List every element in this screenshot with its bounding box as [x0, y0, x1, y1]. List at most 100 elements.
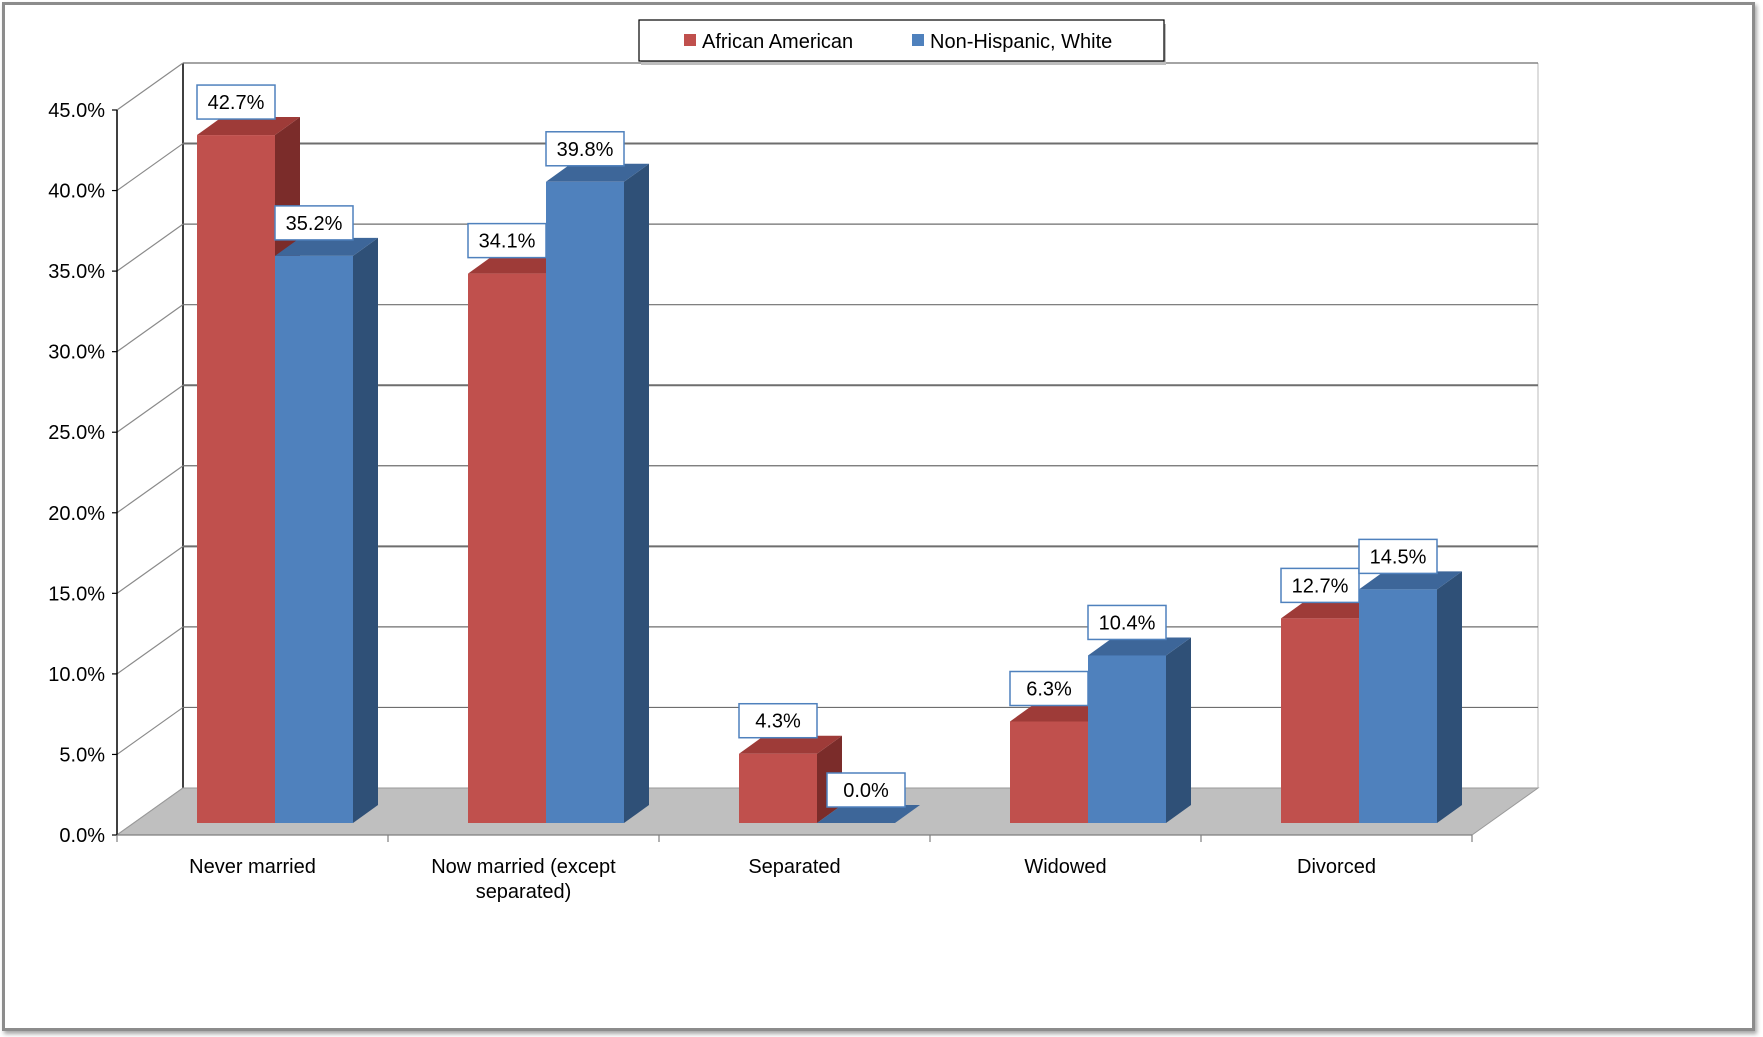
- bar-top: [1281, 600, 1384, 619]
- gridlines: [116, 62, 1538, 836]
- gridline-diagonal: [116, 626, 184, 675]
- y-tick-label: 45.0%: [48, 100, 105, 122]
- gridline-diagonal: [116, 304, 184, 353]
- bar-side: [353, 237, 378, 823]
- bar-top: [468, 255, 571, 274]
- data-label-text: 35.2%: [286, 213, 343, 235]
- legend-swatch: [912, 34, 924, 46]
- bar-front: [739, 753, 817, 823]
- y-tick-label: 25.0%: [48, 422, 105, 444]
- gridline-diagonal: [116, 62, 184, 111]
- data-label-box: [196, 84, 276, 120]
- x-tick-label: Widowed: [1024, 856, 1106, 878]
- chart-walls: [182, 63, 1539, 788]
- bar-top: [1010, 703, 1113, 722]
- y-tick-label: 5.0%: [59, 744, 105, 766]
- legend-swatch: [684, 34, 696, 46]
- bar-top: [275, 237, 378, 256]
- bar-top: [546, 163, 649, 182]
- data-label-box: [467, 222, 547, 259]
- gridline-diagonal: [116, 706, 184, 755]
- x-tick-label: Separated: [748, 856, 840, 878]
- data-label-box: [274, 205, 354, 241]
- x-tick-label-line: Now married (except: [431, 856, 616, 878]
- bar-top: [739, 735, 842, 754]
- bar-front: [1281, 618, 1359, 823]
- data-label-text: 12.7%: [1292, 575, 1349, 597]
- data-label-box: [1358, 538, 1438, 575]
- data-label: 6.3%: [1009, 670, 1089, 707]
- bar-non-hispanic-white: [1088, 637, 1191, 823]
- data-label: 0.0%: [826, 772, 906, 808]
- bar-front: [197, 135, 275, 824]
- x-tick-label: Now married (except separated): [431, 856, 616, 903]
- x-tick-label: Never married: [189, 856, 316, 878]
- legend-entry: Non-Hispanic, White: [930, 31, 1112, 53]
- x-tick-label-line: Widowed: [1024, 856, 1106, 878]
- gridline-diagonal: [116, 223, 184, 272]
- data-label-box: [1087, 604, 1167, 641]
- marital-status-chart: 0.0% 5.0% 10.0% 15.0% 20.0% 25.0% 30.0% 35.0% 40…: [48, 19, 1540, 903]
- data-label: 35.2%: [274, 205, 354, 241]
- data-label: 12.7%: [1280, 567, 1360, 604]
- bar-top: [1359, 571, 1462, 590]
- data-label-text: 10.4%: [1099, 612, 1156, 634]
- x-tick-label-line: Separated: [748, 856, 840, 878]
- axes: 0.0% 5.0% 10.0% 15.0% 20.0% 25.0% 30.0% 35.0% 40…: [48, 100, 1473, 903]
- data-label: 42.7%: [196, 84, 276, 120]
- bar-side: [1437, 571, 1462, 823]
- bar-side: [1166, 637, 1191, 823]
- bar-non-hispanic-white: [546, 163, 649, 823]
- bar-top: [817, 805, 920, 823]
- bar-side: [624, 163, 649, 823]
- bar-non-hispanic-white: [1359, 571, 1462, 823]
- gridline-diagonal: [116, 545, 184, 594]
- data-labels: 42.7% 35.2% 34.1% 39.8% 4.3% 0.0% 6.3% 10.4% 12.…: [196, 84, 1438, 808]
- data-label-text: 42.7%: [208, 92, 265, 114]
- data-label-box: [545, 131, 625, 167]
- bar-front: [1010, 721, 1088, 823]
- x-tick-label: Divorced: [1297, 856, 1376, 878]
- x-tick-label-line: separated): [476, 881, 572, 903]
- data-label-text: 4.3%: [755, 711, 801, 733]
- bar-african-american: [739, 735, 842, 823]
- bar-non-hispanic-white: [275, 237, 378, 823]
- legend: African American Non-Hispanic, White: [638, 19, 1166, 65]
- data-label-text: 39.8%: [557, 139, 614, 161]
- data-label-text: 34.1%: [479, 231, 536, 253]
- data-label-box: [826, 772, 906, 808]
- legend-entry: African American: [702, 31, 853, 53]
- data-label: 4.3%: [738, 702, 818, 739]
- y-tick-label: 30.0%: [48, 342, 105, 364]
- bar-front: [275, 255, 353, 823]
- bar-top: [1088, 637, 1191, 656]
- bars: [197, 117, 1462, 824]
- data-label-text: 0.0%: [843, 780, 889, 802]
- data-label: 39.8%: [545, 131, 625, 167]
- data-label-text: 6.3%: [1026, 679, 1072, 701]
- bar-front: [546, 181, 624, 823]
- bar-front: [1088, 655, 1166, 823]
- x-tick-label-line: Never married: [189, 856, 316, 878]
- data-label: 14.5%: [1358, 538, 1438, 575]
- gridline-diagonal: [116, 465, 184, 514]
- bar-front: [468, 273, 546, 824]
- legend-box: [638, 19, 1165, 62]
- gridline-diagonal: [116, 143, 184, 192]
- y-tick-label: 40.0%: [48, 181, 105, 203]
- data-label: 10.4%: [1087, 604, 1167, 641]
- gridline-diagonal: [116, 384, 184, 433]
- y-tick-label: 35.0%: [48, 261, 105, 283]
- x-tick-label-line: Divorced: [1297, 856, 1376, 878]
- data-label: 34.1%: [467, 222, 547, 259]
- bar-front: [1359, 589, 1437, 823]
- bar-non-hispanic-white: [817, 805, 920, 823]
- data-label-text: 14.5%: [1370, 546, 1427, 568]
- data-label-box: [738, 702, 818, 739]
- y-tick-label: 0.0%: [59, 825, 105, 847]
- bar-top: [197, 117, 300, 136]
- data-label-box: [1009, 670, 1089, 707]
- y-tick-label: 15.0%: [48, 583, 105, 605]
- y-tick-label: 10.0%: [48, 664, 105, 686]
